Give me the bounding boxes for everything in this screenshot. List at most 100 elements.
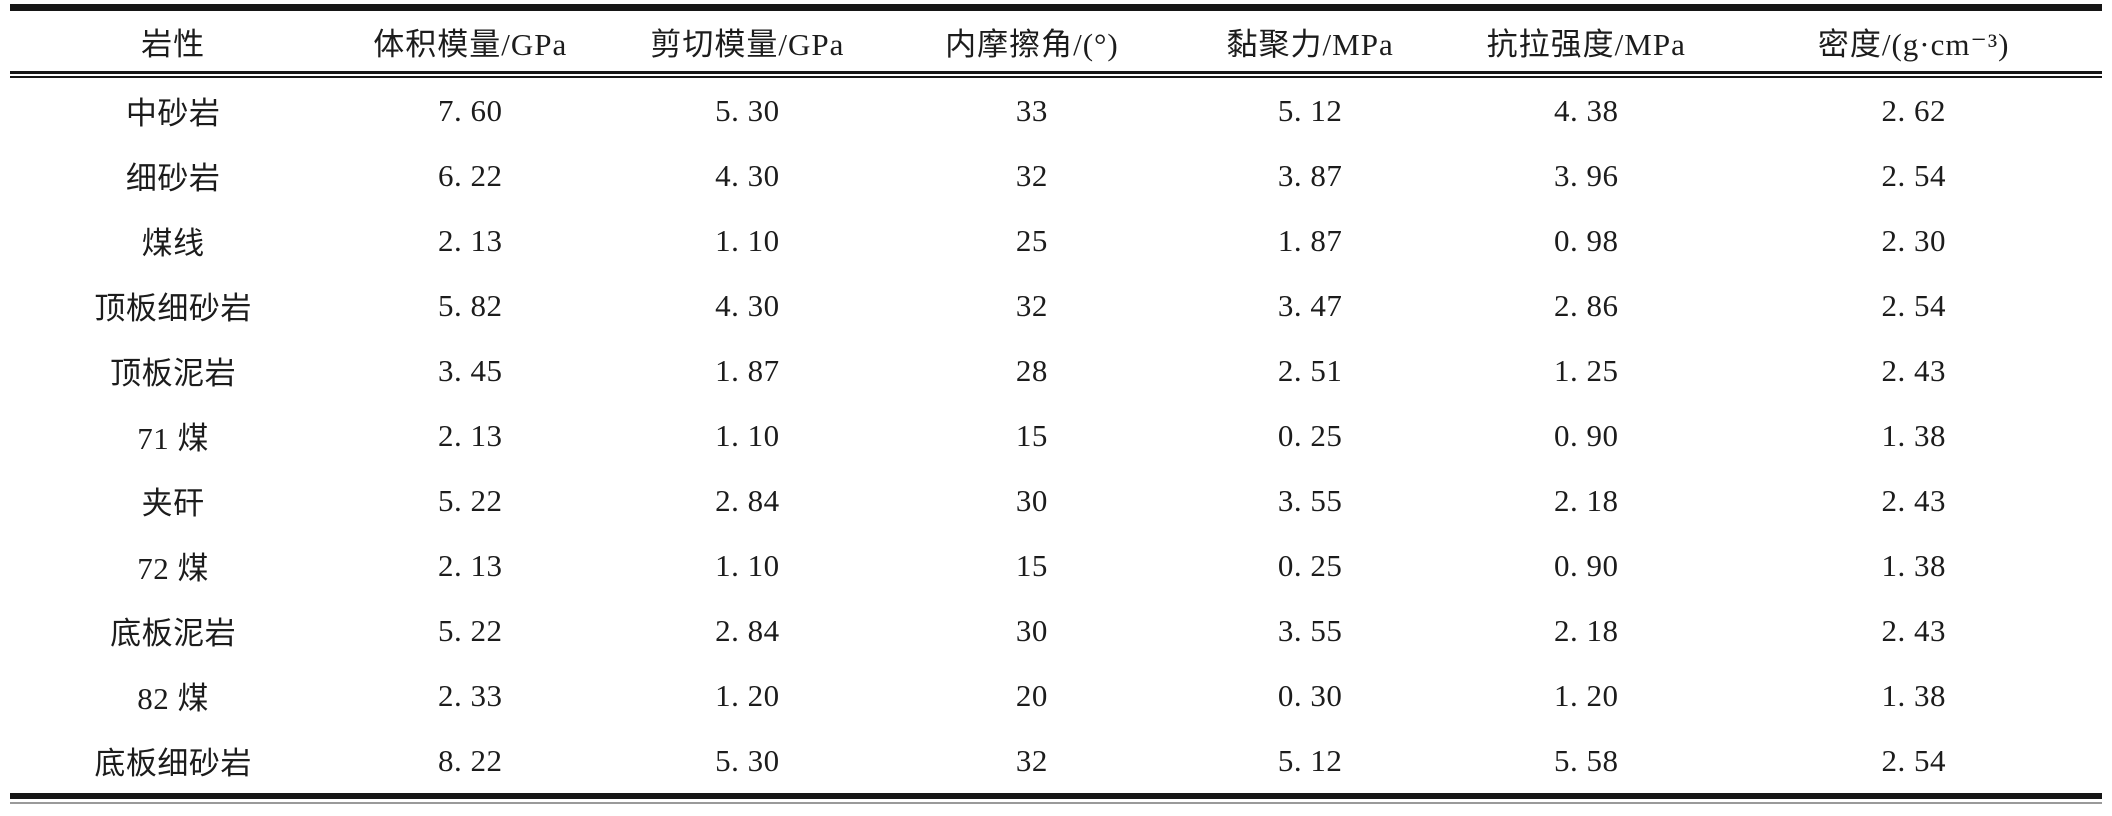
cell: 5. 22 — [437, 482, 503, 518]
cell: 2. 13 — [437, 222, 503, 258]
cell-lithology: 中砂岩 — [125, 96, 221, 131]
cell: 1. 10 — [715, 417, 780, 453]
cell: 8. 22 — [437, 742, 503, 778]
cell: 3. 45 — [437, 352, 503, 388]
cell: 0. 25 — [1277, 417, 1343, 453]
cell: 2. 54 — [1881, 742, 1946, 778]
rock-properties-table: 岩性 体积模量/GPa 剪切模量/GPa 内摩擦角/(°) 黏聚力/MPa 抗拉… — [10, 4, 2102, 799]
cell: 4. 30 — [715, 287, 780, 323]
table-body: 中砂岩 7. 60 5. 30 33 5. 12 4. 38 2. 62 细砂岩… — [10, 77, 2102, 796]
header-cell-shear-modulus: 剪切模量/GPa — [604, 7, 891, 74]
cell: 2. 13 — [437, 547, 503, 583]
cell: 0. 90 — [1554, 547, 1619, 583]
cell: 2. 43 — [1881, 482, 1946, 518]
cell: 15 — [1015, 547, 1048, 583]
cell: 6. 22 — [437, 157, 503, 193]
table-header: 岩性 体积模量/GPa 剪切模量/GPa 内摩擦角/(°) 黏聚力/MPa 抗拉… — [10, 7, 2102, 78]
cell: 7. 60 — [437, 92, 503, 128]
table-row: 底板细砂岩 8. 22 5. 30 32 5. 12 5. 58 2. 54 — [10, 728, 2102, 796]
table-row: 夹矸 5. 22 2. 84 30 3. 55 2. 18 2. 43 — [10, 468, 2102, 533]
cell-lithology: 煤线 — [141, 226, 205, 261]
cell: 30 — [1015, 612, 1048, 648]
cell: 5. 12 — [1277, 742, 1343, 778]
cell: 32 — [1015, 742, 1048, 778]
table-row: 中砂岩 7. 60 5. 30 33 5. 12 4. 38 2. 62 — [10, 77, 2102, 143]
cell: 2. 18 — [1554, 482, 1619, 518]
cell: 15 — [1015, 417, 1048, 453]
cell: 28 — [1015, 352, 1048, 388]
cell: 30 — [1015, 482, 1048, 518]
cell: 1. 20 — [1554, 677, 1619, 713]
cell-lithology: 顶板细砂岩 — [94, 291, 252, 326]
cell: 1. 25 — [1554, 352, 1619, 388]
cell: 2. 84 — [715, 612, 780, 648]
cell: 32 — [1015, 157, 1048, 193]
cell: 2. 33 — [437, 677, 503, 713]
cell: 1. 87 — [715, 352, 780, 388]
cell-lithology: 底板泥岩 — [110, 616, 237, 651]
table-row: 顶板细砂岩 5. 82 4. 30 32 3. 47 2. 86 2. 54 — [10, 273, 2102, 338]
cell: 3. 47 — [1277, 287, 1343, 323]
cell: 1. 20 — [715, 677, 780, 713]
cell: 2. 43 — [1881, 352, 1946, 388]
cell: 0. 25 — [1277, 547, 1343, 583]
cell: 1. 10 — [715, 222, 780, 258]
cell: 1. 38 — [1881, 417, 1946, 453]
cell: 32 — [1015, 287, 1048, 323]
cell-lithology: 72 煤 — [137, 551, 210, 586]
cell: 3. 55 — [1277, 612, 1343, 648]
header-double-rule — [10, 72, 2102, 78]
cell: 33 — [1015, 92, 1048, 128]
cell: 5. 82 — [437, 287, 503, 323]
cell-lithology: 底板细砂岩 — [94, 746, 252, 781]
header-cell-cohesion: 黏聚力/MPa — [1173, 7, 1448, 74]
cell-lithology: 71 煤 — [137, 421, 210, 456]
cell: 2. 30 — [1881, 222, 1946, 258]
cell: 4. 38 — [1554, 92, 1619, 128]
cell: 2. 54 — [1881, 157, 1946, 193]
cell: 5. 12 — [1277, 92, 1343, 128]
cell: 1. 87 — [1277, 222, 1343, 258]
header-cell-tensile-strength: 抗拉强度/MPa — [1447, 7, 1726, 74]
cell: 20 — [1015, 677, 1048, 713]
table-row: 底板泥岩 5. 22 2. 84 30 3. 55 2. 18 2. 43 — [10, 598, 2102, 663]
cell: 2. 18 — [1554, 612, 1619, 648]
cell: 0. 98 — [1554, 222, 1619, 258]
cell: 3. 55 — [1277, 482, 1343, 518]
cell: 5. 30 — [715, 742, 780, 778]
cell: 1. 38 — [1881, 677, 1946, 713]
cell: 2. 54 — [1881, 287, 1946, 323]
cell: 1. 10 — [715, 547, 780, 583]
cell: 5. 58 — [1554, 742, 1619, 778]
header-row: 岩性 体积模量/GPa 剪切模量/GPa 内摩擦角/(°) 黏聚力/MPa 抗拉… — [10, 7, 2102, 74]
table-row: 煤线 2. 13 1. 10 25 1. 87 0. 98 2. 30 — [10, 208, 2102, 273]
cell: 0. 90 — [1554, 417, 1619, 453]
cell: 2. 84 — [715, 482, 780, 518]
cell-lithology: 细砂岩 — [125, 161, 221, 196]
cell: 2. 62 — [1881, 92, 1946, 128]
header-cell-density: 密度/(g·cm⁻³) — [1725, 7, 2102, 74]
table-row: 细砂岩 6. 22 4. 30 32 3. 87 3. 96 2. 54 — [10, 143, 2102, 208]
cell: 3. 96 — [1554, 157, 1619, 193]
table-row: 82 煤 2. 33 1. 20 20 0. 30 1. 20 1. 38 — [10, 663, 2102, 728]
rock-properties-table-wrap: 岩性 体积模量/GPa 剪切模量/GPa 内摩擦角/(°) 黏聚力/MPa 抗拉… — [10, 4, 2102, 804]
cell: 25 — [1015, 222, 1048, 258]
cell: 3. 87 — [1277, 157, 1343, 193]
cell-lithology: 顶板泥岩 — [110, 356, 237, 391]
cell: 0. 30 — [1277, 677, 1343, 713]
cell-lithology: 夹矸 — [141, 486, 205, 521]
header-cell-bulk-modulus: 体积模量/GPa — [336, 7, 605, 74]
table-row: 71 煤 2. 13 1. 10 15 0. 25 0. 90 1. 38 — [10, 403, 2102, 468]
cell: 5. 30 — [715, 92, 780, 128]
cell: 1. 38 — [1881, 547, 1946, 583]
cell: 2. 13 — [437, 417, 503, 453]
cell: 2. 51 — [1277, 352, 1343, 388]
cell: 4. 30 — [715, 157, 780, 193]
cell: 5. 22 — [437, 612, 503, 648]
table-row: 72 煤 2. 13 1. 10 15 0. 25 0. 90 1. 38 — [10, 533, 2102, 598]
cell: 2. 43 — [1881, 612, 1946, 648]
cell-lithology: 82 煤 — [137, 681, 210, 716]
header-cell-lithology: 岩性 — [10, 7, 337, 74]
table-row: 顶板泥岩 3. 45 1. 87 28 2. 51 1. 25 2. 43 — [10, 338, 2102, 403]
